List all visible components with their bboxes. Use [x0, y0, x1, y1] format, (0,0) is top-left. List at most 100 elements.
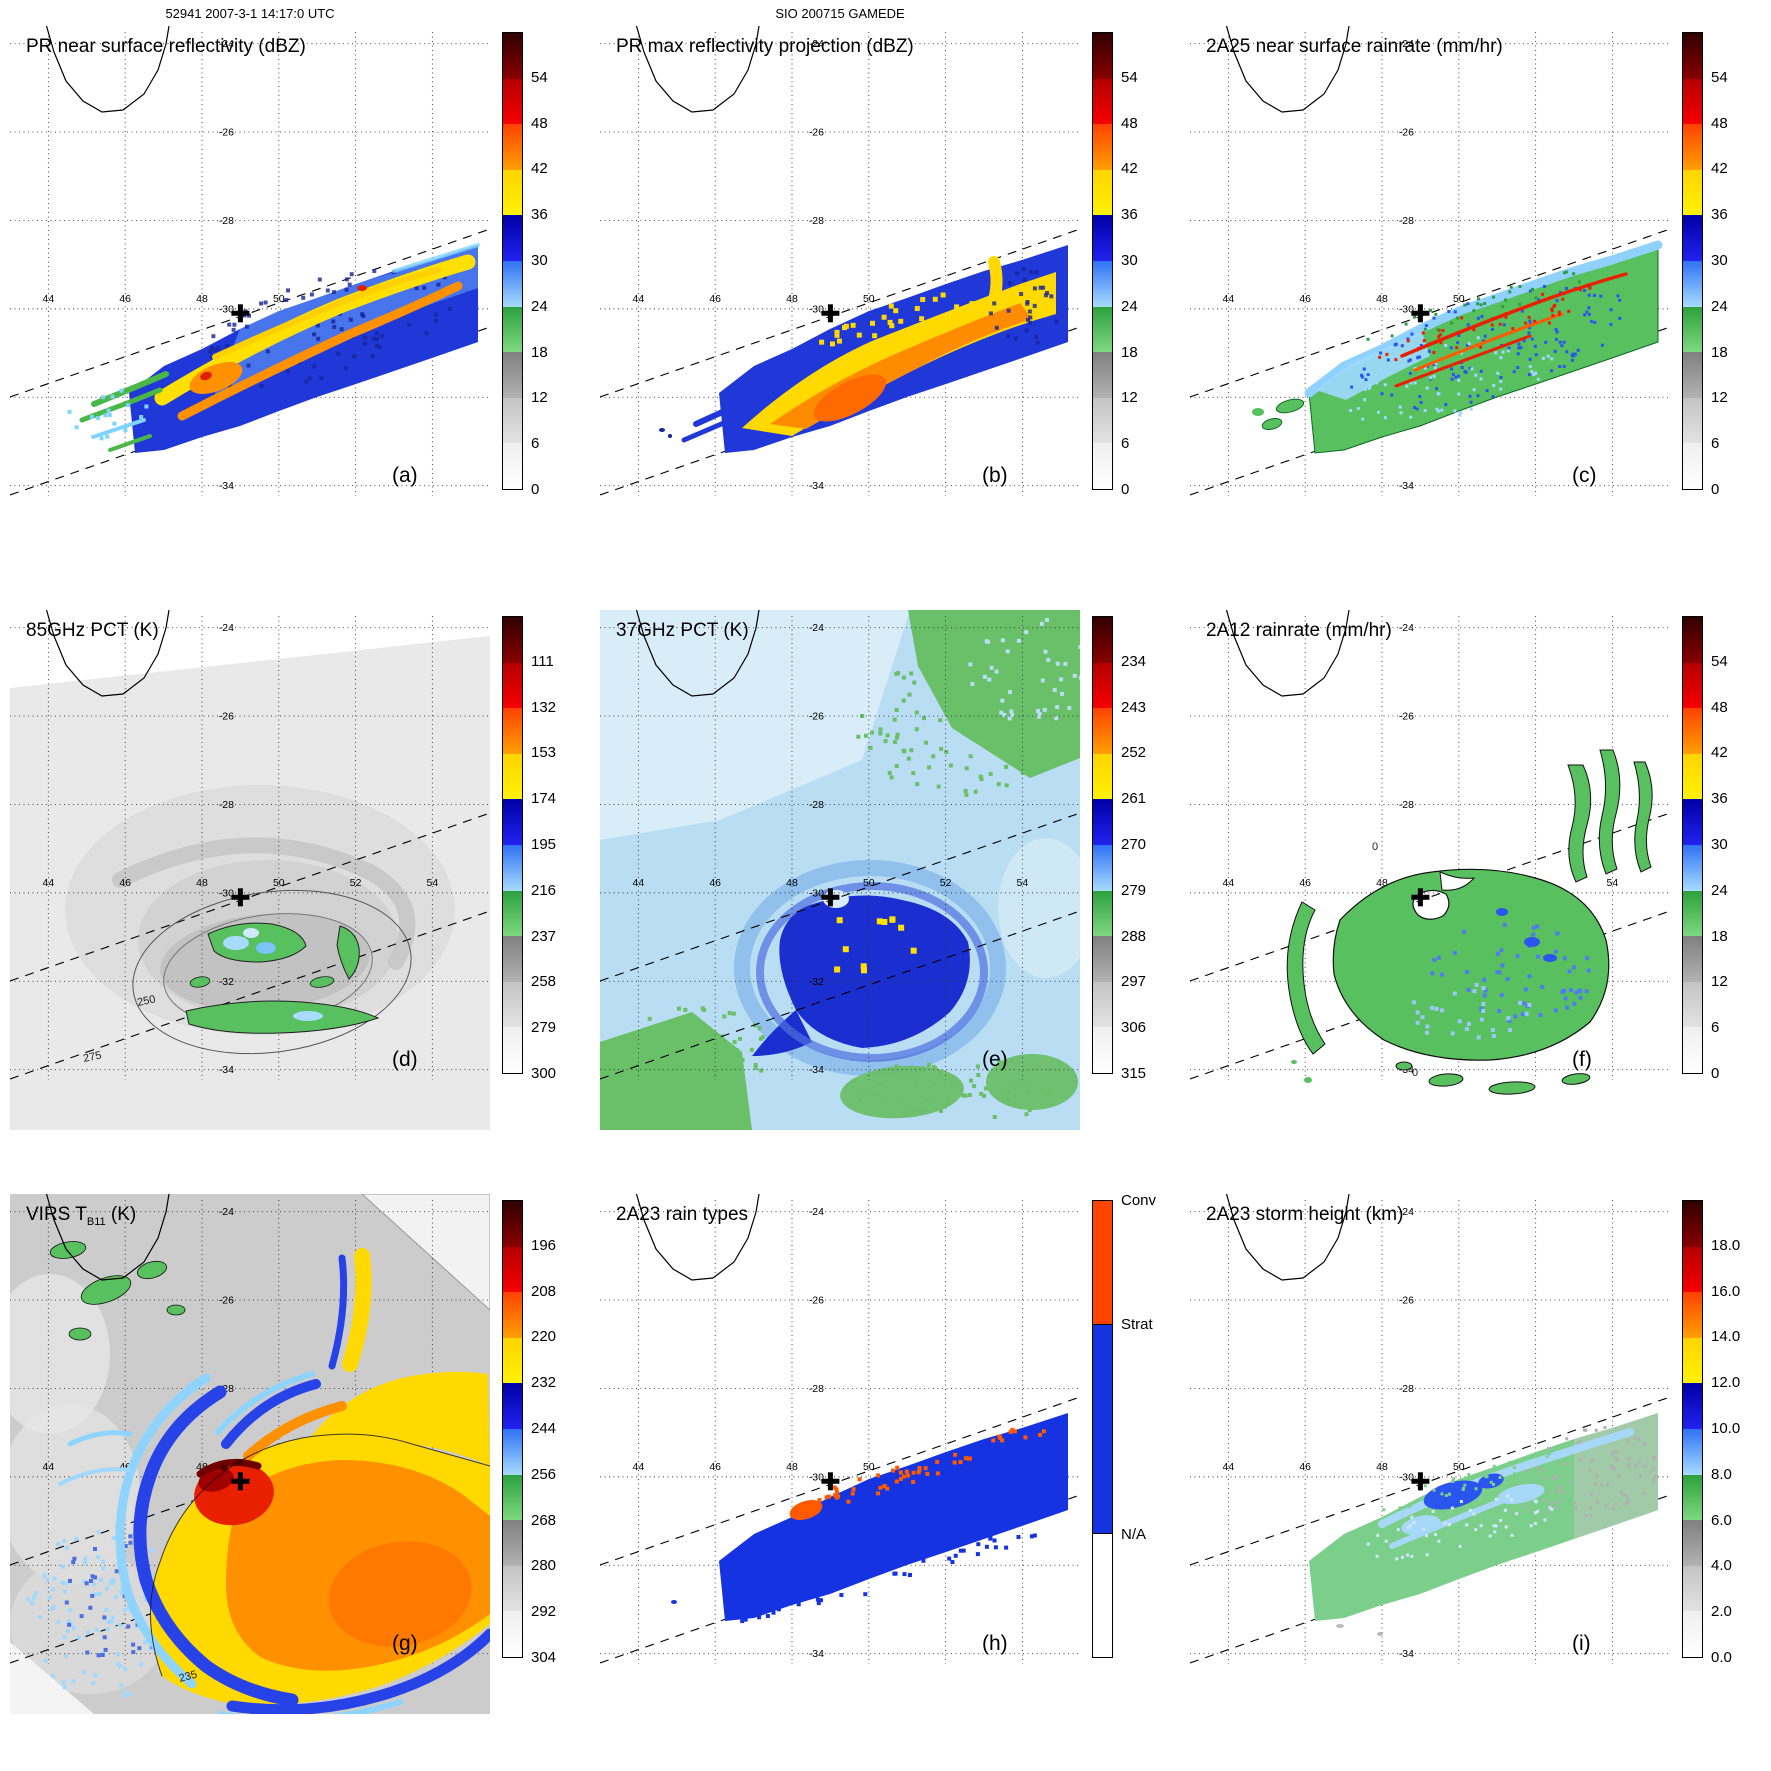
- colorbar-tick: 153: [531, 744, 557, 762]
- lon-tick-label: 46: [119, 293, 131, 305]
- lon-tick-label: 46: [1299, 877, 1311, 889]
- lat-tick-label: -26: [809, 1295, 824, 1307]
- colorbar-tick: 54: [1711, 68, 1728, 86]
- colorbar-h: [1092, 1200, 1113, 1658]
- colorbar-tick: 0: [1711, 481, 1720, 498]
- lon-tick-label: 44: [633, 877, 645, 889]
- colorbar-tick: 48: [1711, 114, 1728, 132]
- lon-tick-label: 54: [1017, 877, 1029, 889]
- colorbar-tick: 288: [1121, 927, 1147, 945]
- colorbar-tick: 54: [1711, 652, 1728, 670]
- lat-tick-label: -26: [219, 1295, 234, 1307]
- panel-a-title: PR near surface reflectivity (dBZ): [26, 36, 306, 57]
- coastline-madagascar: [635, 26, 760, 113]
- lat-tick-label: -24: [219, 622, 234, 634]
- lon-tick-label: 50: [1453, 293, 1465, 305]
- colorbar-tick: 216: [531, 881, 557, 899]
- panel-g-letter: (g): [392, 1632, 418, 1655]
- lat-tick-label: -30: [219, 303, 234, 315]
- colorbar-tick: 36: [531, 206, 548, 224]
- storm-center-cross: [821, 888, 840, 907]
- lat-tick-label: -26: [1399, 1295, 1414, 1307]
- swath-edge-lines: [10, 812, 490, 1080]
- lon-tick-label: 48: [786, 293, 798, 305]
- coastline-madagascar: [635, 610, 760, 697]
- lat-tick-label: -34: [809, 1648, 824, 1660]
- colorbar-tick: 258: [531, 973, 557, 991]
- colorbar-tick: 48: [1121, 114, 1138, 132]
- colorbar-tick: 12: [1711, 389, 1728, 407]
- lon-tick-label: 50: [863, 293, 875, 305]
- panel-i-letter: (i): [1572, 1632, 1591, 1655]
- coastline-madagascar: [1225, 26, 1350, 113]
- colorbar-tick: 0: [1711, 1065, 1720, 1082]
- map-c-data-field: [1252, 240, 1663, 454]
- lat-tick-label: -30: [809, 1471, 824, 1483]
- coastline-madagascar: [1225, 610, 1350, 697]
- colorbar-tick: 12: [1121, 389, 1138, 407]
- colorbar-tick: 132: [531, 698, 557, 716]
- colorbar-tick: 24: [1711, 297, 1728, 315]
- colorbar-tick: 268: [531, 1511, 557, 1529]
- colorbar-f: [1682, 616, 1703, 1074]
- lat-tick-label: -30: [1399, 1471, 1414, 1483]
- colorbar-tick: 0: [1121, 481, 1130, 498]
- lat-tick-label: -32: [809, 976, 824, 988]
- lat-tick-label: -32: [219, 976, 234, 988]
- map-d: 44 46 48 50 52 54 -24 -26 -28 -30 -32 -34 250 275: [10, 610, 490, 1130]
- colorbar-tick: 54: [1121, 68, 1138, 86]
- contour-label: 250: [136, 993, 156, 1009]
- lon-tick-label: 48: [786, 1461, 798, 1473]
- lat-tick-label: -28: [809, 215, 824, 227]
- map-d-data-field: 250 275: [82, 889, 412, 1065]
- map-b-data-field: [659, 245, 1068, 453]
- colorbar-tick: 6: [1711, 1019, 1720, 1037]
- colorbar-tick: 36: [1711, 206, 1728, 224]
- lat-tick-label: -34: [809, 480, 824, 492]
- map-f-data-field: 00: [1286, 749, 1653, 1095]
- colorbar-b: [1092, 32, 1113, 490]
- lat-tick-label: -26: [1399, 127, 1414, 139]
- colorbar-tick: 304: [531, 1649, 557, 1666]
- lon-tick-label: 54: [427, 877, 439, 889]
- lat-tick-label: -28: [1399, 215, 1414, 227]
- map-a-data-field: [67, 243, 480, 453]
- coastline-madagascar: [635, 1194, 760, 1281]
- lon-tick-label: 50: [273, 877, 285, 889]
- raintype-label: Conv: [1121, 1192, 1157, 1209]
- contour-label: 235: [178, 1669, 199, 1685]
- panel-b-title: PR max reflectivity projection (dBZ): [616, 36, 914, 57]
- lon-tick-label: 52: [350, 877, 362, 889]
- colorbar-tick: 12: [531, 389, 548, 407]
- colorbar-tick: 292: [531, 1603, 557, 1621]
- colorbar-tick: 244: [531, 1420, 557, 1437]
- colorbar-tick: 252: [1121, 744, 1147, 762]
- map-d-background-field: [10, 636, 490, 1130]
- lon-tick-label: 44: [43, 293, 55, 305]
- colorbar-tick: 280: [531, 1557, 557, 1575]
- lat-tick-label: -24: [1399, 622, 1414, 634]
- storm-name-header: SIO 200715 GAMEDE: [775, 6, 905, 21]
- colorbar-tick: 12: [1711, 973, 1728, 991]
- panel-b-letter: (b): [982, 464, 1008, 487]
- contour-label: 0: [1372, 841, 1378, 853]
- lat-tick-label: -34: [219, 1064, 234, 1076]
- colorbar-tick: 36: [1711, 790, 1728, 808]
- colorbar-e: [1092, 616, 1113, 1074]
- storm-center-cross: [1411, 1472, 1430, 1491]
- swath-edge-lines: [600, 812, 1080, 1080]
- lon-tick-label: 46: [709, 877, 721, 889]
- colorbar-tick: 261: [1121, 790, 1147, 808]
- lat-tick-label: -28: [219, 215, 234, 227]
- lon-tick-label: 46: [119, 1461, 131, 1473]
- storm-center-cross: [231, 1472, 250, 1491]
- lon-tick-label: 48: [196, 1461, 208, 1473]
- panel-e-title: 37GHz PCT (K): [616, 620, 749, 641]
- colorbar-g: [502, 1200, 523, 1658]
- colorbar-tick: 234: [1121, 652, 1147, 670]
- lat-tick-label: -30: [809, 887, 824, 899]
